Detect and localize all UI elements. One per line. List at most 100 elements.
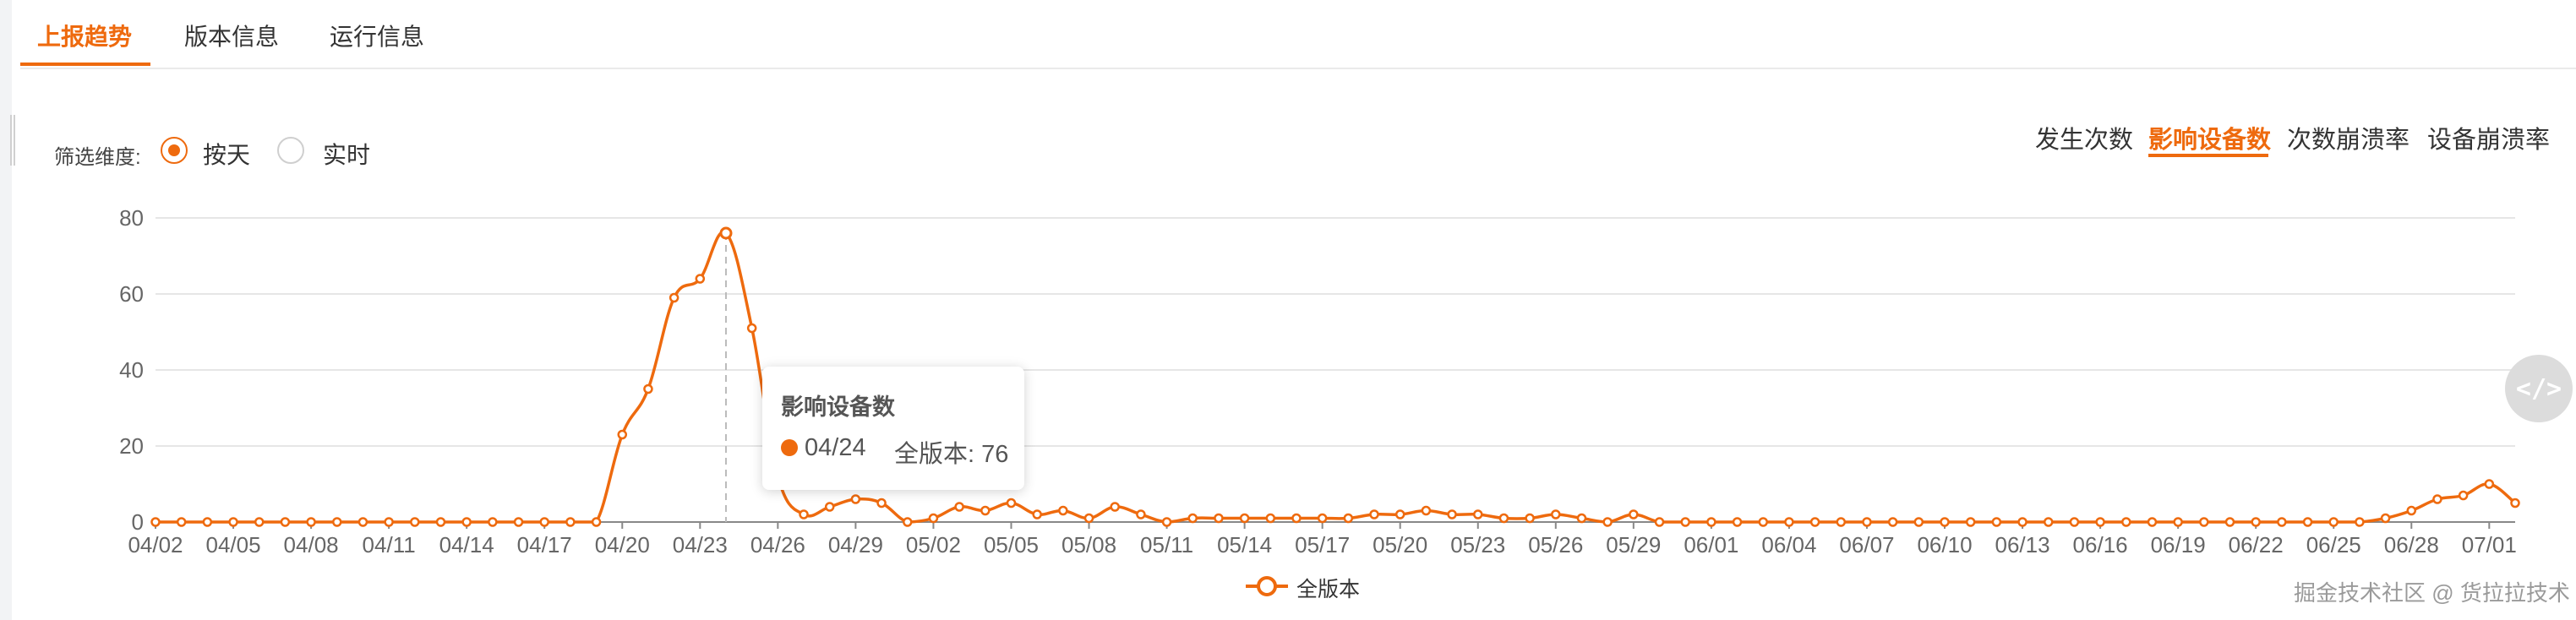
metric-affected-devices[interactable]: 影响设备数 <box>2148 127 2272 154</box>
data-point <box>617 429 628 440</box>
legend-item-label[interactable]: 全版本 <box>1296 578 1361 601</box>
x-tick-label: 04/08 <box>284 532 339 557</box>
data-point <box>2328 517 2339 527</box>
x-tick-label: 05/23 <box>1450 532 1505 557</box>
tooltip-title: 影响设备数 <box>781 394 895 420</box>
data-point <box>1706 517 1716 527</box>
data-point <box>1758 517 1768 527</box>
data-point <box>2380 513 2391 524</box>
tab-trend[interactable]: 上报趋势 <box>37 24 133 50</box>
data-point <box>1940 517 1950 527</box>
active-tab-indicator <box>20 63 150 66</box>
data-point <box>565 517 576 527</box>
data-point <box>1525 513 1535 524</box>
x-tick-label: 05/26 <box>1528 532 1583 557</box>
data-point <box>876 498 887 509</box>
y-tick-label: 40 <box>119 357 144 383</box>
data-point <box>2121 517 2131 527</box>
tooltip-series-dot <box>781 439 798 456</box>
watermark-text: 掘金技术社区 @ 货拉拉技术 <box>2294 580 2570 606</box>
x-tick-label: 05/08 <box>1062 532 1116 557</box>
y-tick-label: 0 <box>132 509 144 535</box>
x-tick-label: 04/29 <box>828 532 883 557</box>
data-point <box>2484 479 2495 489</box>
x-tick-label: 06/25 <box>2306 532 2361 557</box>
x-axis: 04/02 04/05 04/08 04/11 04/14 04/17 04/20 04/23… <box>128 521 2517 557</box>
data-point <box>850 494 861 504</box>
metric-crash-rate-by-count[interactable]: 次数崩溃率 <box>2287 127 2410 154</box>
x-tick-label: 06/01 <box>1684 532 1738 557</box>
tooltip-date: 04/24 <box>805 434 866 461</box>
data-point <box>1887 517 1898 527</box>
data-point <box>1576 513 1587 524</box>
data-point <box>202 517 213 527</box>
data-point <box>1680 517 1690 527</box>
x-tick-label: 05/17 <box>1295 532 1350 557</box>
data-point <box>1058 505 1068 516</box>
data-point <box>435 517 446 527</box>
x-tick-label: 06/16 <box>2073 532 2128 557</box>
data-point <box>824 502 835 512</box>
tab-runtime-info[interactable]: 运行信息 <box>330 24 425 50</box>
metric-crash-rate-by-device[interactable]: 设备崩溃率 <box>2427 127 2551 154</box>
data-point <box>488 517 498 527</box>
data-point <box>719 226 733 240</box>
data-point <box>254 517 265 527</box>
data-point <box>2199 517 2209 527</box>
active-metric-indicator <box>2148 154 2268 157</box>
data-point <box>1187 513 1198 524</box>
metric-occurrence-count[interactable]: 发生次数 <box>2035 127 2134 154</box>
data-point <box>591 517 602 527</box>
data-point <box>539 517 549 527</box>
x-tick-label: 05/02 <box>906 532 961 557</box>
x-tick-label: 04/05 <box>206 532 261 557</box>
data-point <box>332 517 342 527</box>
data-point <box>1991 517 2002 527</box>
data-point <box>695 274 706 284</box>
x-tick-label: 05/29 <box>1606 532 1661 557</box>
data-point <box>903 517 913 527</box>
x-tick-label: 06/10 <box>1917 532 1972 557</box>
embed-code-button[interactable]: </> <box>2505 355 2573 422</box>
data-point <box>746 323 757 334</box>
data-point <box>176 517 187 527</box>
data-point <box>1629 509 1639 519</box>
data-point <box>461 517 472 527</box>
x-tick-label: 06/13 <box>1995 532 2050 557</box>
x-tick-label: 06/07 <box>1839 532 1894 557</box>
data-point <box>228 517 238 527</box>
data-point <box>357 517 368 527</box>
radio-by-day[interactable] <box>161 137 188 164</box>
data-point <box>1836 517 1847 527</box>
x-tick-label: 04/02 <box>128 532 183 557</box>
data-point <box>1214 513 1224 524</box>
radio-realtime[interactable] <box>277 137 304 164</box>
data-point <box>1136 509 1146 519</box>
x-tick-label: 06/28 <box>2384 532 2439 557</box>
data-point <box>1394 509 1405 519</box>
data-point <box>1913 517 1924 527</box>
data-point <box>2251 517 2261 527</box>
radio-by-day-label[interactable]: 按天 <box>203 142 251 168</box>
data-point <box>1654 517 1665 527</box>
legend-marker-icon <box>1257 576 1277 596</box>
x-tick-label: 05/14 <box>1217 532 1272 557</box>
tooltip-series-value: 全版本: 76 <box>894 441 1009 468</box>
radio-realtime-label[interactable]: 实时 <box>323 142 371 168</box>
data-point <box>954 502 964 512</box>
x-tick-label: 04/14 <box>439 532 494 557</box>
data-point <box>669 292 679 303</box>
x-tick-label: 06/19 <box>2151 532 2206 557</box>
chart-gridlines <box>156 217 2515 447</box>
x-tick-label: 07/01 <box>2462 532 2517 557</box>
resize-handle-icon[interactable] <box>10 115 15 166</box>
data-point <box>2043 517 2054 527</box>
data-point <box>2095 517 2105 527</box>
tab-version-info[interactable]: 版本信息 <box>184 24 280 50</box>
data-point <box>1421 505 1432 516</box>
data-point <box>1732 517 1743 527</box>
data-point <box>1239 513 1250 524</box>
data-point <box>1472 509 1483 519</box>
code-icon: </> <box>2515 373 2562 404</box>
data-point <box>384 517 394 527</box>
